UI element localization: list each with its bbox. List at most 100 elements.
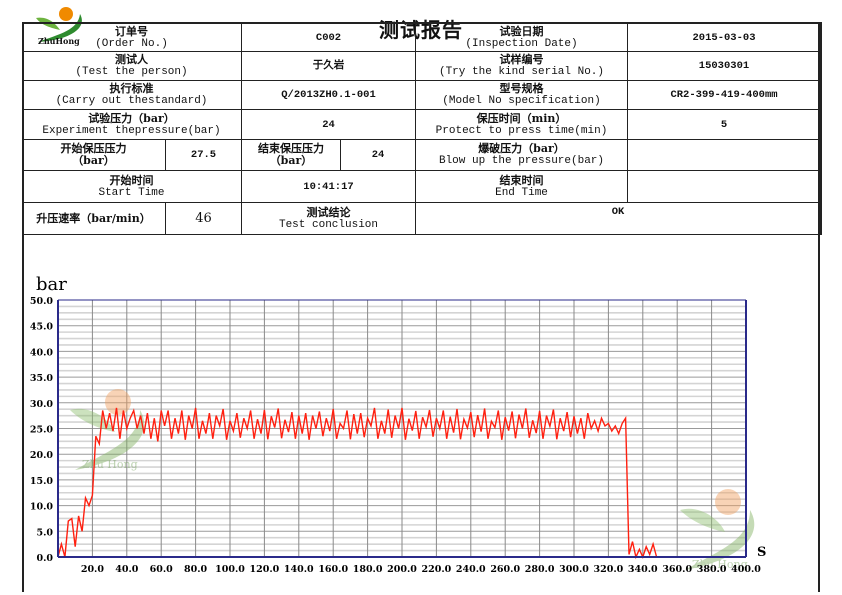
label-zh: 试验日期 xyxy=(499,24,544,38)
end-hold-pressure-value: 24 xyxy=(341,140,416,171)
end-time-value xyxy=(628,171,822,203)
test-pressure-label: 试验压力（bar） Experiment thepressure(bar) xyxy=(22,110,242,140)
x-axis-label: S xyxy=(757,545,766,560)
value: 2015-03-03 xyxy=(692,31,756,44)
label-en: Blow up the pressure(bar) xyxy=(438,155,605,167)
inspection-date-label: 试验日期 (Inspection Date) xyxy=(416,22,628,52)
value: 15030301 xyxy=(698,60,750,72)
x-tick-label: 360.0 xyxy=(662,564,692,575)
y-tick-label: 25.0 xyxy=(30,425,54,436)
label-zh: 试验压力（bar） xyxy=(88,111,175,125)
y-tick-label: 0.0 xyxy=(36,553,53,564)
model-value: CR2-399-419-400mm xyxy=(628,81,822,110)
label-zh: 试样编号 xyxy=(499,53,544,66)
rise-rate-value: 46 xyxy=(166,203,242,235)
start-time-label: 开始时间 Start Time xyxy=(22,171,242,203)
hold-time-value: 5 xyxy=(628,110,822,140)
label-en: Experiment thepressure(bar) xyxy=(42,124,221,137)
label-zh: 升压速率（bar/min） xyxy=(36,211,151,225)
y-tick-label: 35.0 xyxy=(30,373,54,384)
start-hold-pressure-label: 开始保压压力 （bar） xyxy=(22,140,166,171)
label-en: Protect to press time(min) xyxy=(435,124,608,137)
label-unit: （bar） xyxy=(72,154,115,167)
value: 24 xyxy=(322,118,335,131)
label-en: End Time xyxy=(495,186,548,199)
value: 5 xyxy=(720,118,728,131)
x-tick-label: 120.0 xyxy=(250,564,280,575)
end-time-label: 结束时间 End Time xyxy=(416,171,628,203)
logo-text: ZhuHong xyxy=(38,36,80,46)
standard-label: 执行标准 (Carry out thestandard) xyxy=(22,81,242,110)
label-en: (Try the kind serial No.) xyxy=(438,66,605,78)
label-en: (Test the person) xyxy=(75,66,188,78)
label-zh: 测试结论 xyxy=(306,205,351,219)
watermark-leaf xyxy=(680,508,725,532)
serial-no-label: 试样编号 (Try the kind serial No.) xyxy=(416,52,628,81)
x-tick-label: 20.0 xyxy=(81,564,105,575)
watermark-sun xyxy=(715,489,741,515)
label-zh: 执行标准 xyxy=(109,82,154,95)
x-tick-label: 100.0 xyxy=(215,564,245,575)
y-tick-label: 15.0 xyxy=(30,476,54,487)
start-time-value: 10:41:17 xyxy=(242,171,416,203)
label-unit: （bar） xyxy=(269,154,313,167)
chart-grid xyxy=(58,299,746,558)
x-tick-label: 140.0 xyxy=(284,564,314,575)
burst-pressure-label: 爆破压力（bar） Blow up the pressure(bar) xyxy=(416,140,628,171)
order-no-value: C002 xyxy=(242,22,416,52)
value: CR2-399-419-400mm xyxy=(670,89,778,101)
value: C002 xyxy=(315,31,342,44)
x-tick-label: 220.0 xyxy=(422,564,452,575)
end-hold-pressure-label: 结束保压压力 （bar） xyxy=(242,140,341,171)
x-tick-label: 200.0 xyxy=(387,564,417,575)
label-zh: 订单号 xyxy=(115,24,148,38)
x-tick-label: 340.0 xyxy=(628,564,658,575)
y-tick-label: 40.0 xyxy=(30,347,54,358)
label-en: (Order No.) xyxy=(95,37,168,50)
value: 27.5 xyxy=(190,149,217,161)
label-zh: 开始保压压力 xyxy=(60,142,127,155)
x-tick-label: 260.0 xyxy=(490,564,520,575)
y-axis-label: bar xyxy=(36,274,67,295)
watermark-sun xyxy=(105,389,131,415)
burst-pressure-value xyxy=(628,140,822,171)
label-en: (Carry out thestandard) xyxy=(55,95,208,107)
test-pressure-value: 24 xyxy=(242,110,416,140)
y-tick-label: 10.0 xyxy=(30,502,54,513)
label-zh: 测试人 xyxy=(115,53,148,66)
value: 46 xyxy=(195,210,212,226)
inspection-date-value: 2015-03-03 xyxy=(628,22,822,52)
watermark-leaf xyxy=(70,408,115,432)
y-tick-label: 50.0 xyxy=(30,296,54,307)
serial-no-value: 15030301 xyxy=(628,52,822,81)
label-zh: 开始时间 xyxy=(109,173,154,187)
standard-value: Q/2013ZH0.1-001 xyxy=(242,81,416,110)
label-zh: 保压时间（min） xyxy=(476,111,567,125)
watermark-leaf xyxy=(75,410,145,470)
test-person-value: 于久岩 xyxy=(242,52,416,81)
x-tick-label: 400.0 xyxy=(731,564,761,575)
x-tick-label: 80.0 xyxy=(184,564,208,575)
label-en: Start Time xyxy=(98,186,165,199)
hold-time-label: 保压时间（min） Protect to press time(min) xyxy=(416,110,628,140)
watermark-text: Zhu Hong xyxy=(82,458,138,471)
x-tick-label: 320.0 xyxy=(594,564,624,575)
value: 于久岩 xyxy=(312,60,345,72)
x-tick-label: 380.0 xyxy=(697,564,727,575)
chart-ticks: 0.0 5.0 10.0 15.0 20.0 25.0 30.0 35.0 40.0 45.0 50… xyxy=(30,296,761,575)
rise-rate-label: 升压速率（bar/min） xyxy=(22,203,166,235)
x-tick-label: 240.0 xyxy=(456,564,486,575)
label-en: (Model No specification) xyxy=(442,95,601,107)
value: Q/2013ZH0.1-001 xyxy=(281,89,376,101)
watermark-text: Zhu Hong xyxy=(692,558,748,571)
chart-axes xyxy=(57,299,747,558)
pressure-line xyxy=(57,407,658,560)
value: 10:41:17 xyxy=(303,180,354,193)
label-en: (Inspection Date) xyxy=(465,37,578,50)
model-label: 型号规格 (Model No specification) xyxy=(416,81,628,110)
x-tick-label: 40.0 xyxy=(115,564,139,575)
x-tick-label: 180.0 xyxy=(353,564,383,575)
value: 24 xyxy=(371,149,385,161)
y-tick-label: 45.0 xyxy=(30,322,54,333)
y-tick-label: 30.0 xyxy=(30,399,54,410)
